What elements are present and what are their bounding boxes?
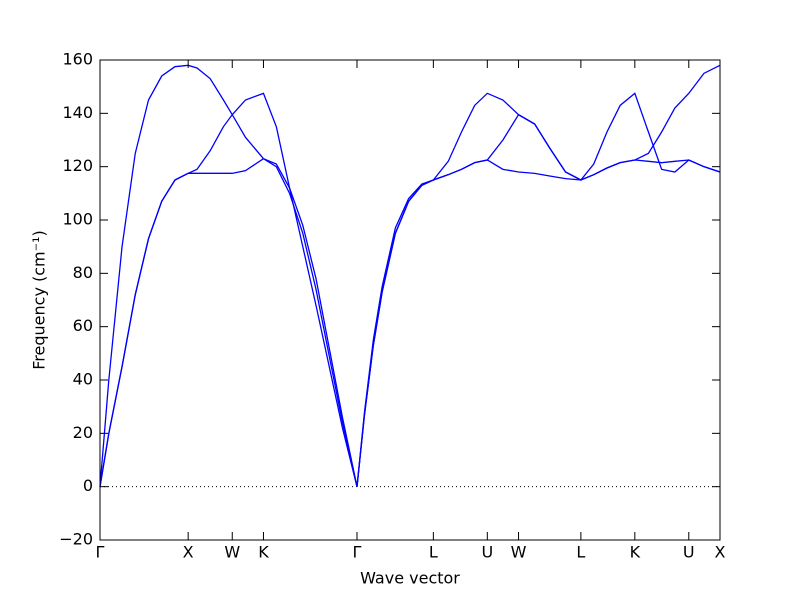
y-tick-label: 0 <box>83 476 93 495</box>
y-tick-label: 100 <box>62 210 93 229</box>
x-tick-label: Γ <box>353 543 362 562</box>
y-tick-label: 160 <box>62 50 93 69</box>
band-line <box>99 64 721 487</box>
y-axis-label: Frequency (cm⁻¹) <box>30 230 49 369</box>
x-tick-label: Γ <box>96 543 105 562</box>
x-tick-label: U <box>481 543 493 562</box>
y-tick-label: 140 <box>62 103 93 122</box>
x-tick-label: K <box>630 543 641 562</box>
x-tick-label: L <box>429 543 438 562</box>
plot-frame <box>99 59 721 541</box>
y-tick-label: 120 <box>62 156 93 175</box>
band-line <box>99 157 721 487</box>
y-tick-label: 60 <box>73 316 93 335</box>
x-tick-label: W <box>224 543 240 562</box>
y-tick-label: −20 <box>59 530 93 549</box>
y-tick-label: 20 <box>73 423 93 442</box>
x-tick-label: L <box>576 543 585 562</box>
x-tick-label: U <box>683 543 695 562</box>
y-tick-label: 80 <box>73 263 93 282</box>
x-tick-label: X <box>183 543 194 562</box>
x-tick-label: K <box>258 543 269 562</box>
x-tick-label: W <box>511 543 527 562</box>
x-axis-label: Wave vector <box>360 569 460 588</box>
y-tick-label: 40 <box>73 370 93 389</box>
x-tick-label: X <box>715 543 726 562</box>
